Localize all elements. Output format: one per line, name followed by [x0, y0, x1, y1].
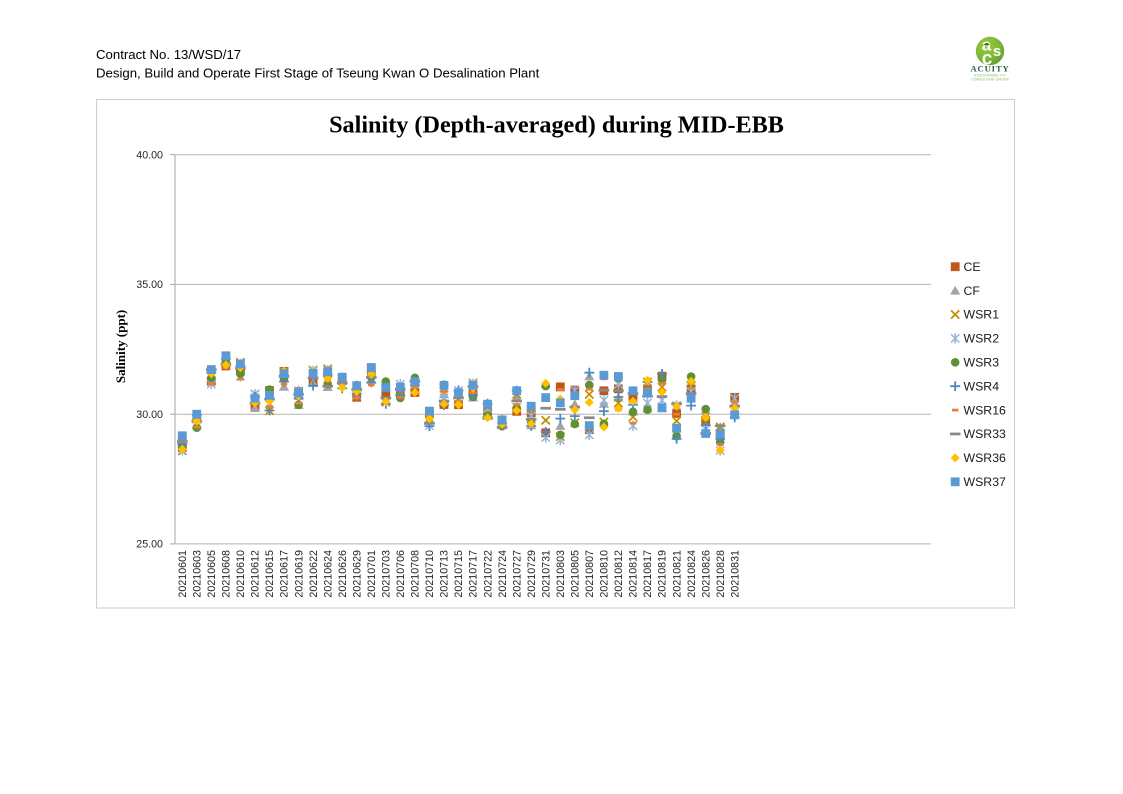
- svg-text:WSR1: WSR1: [964, 308, 1000, 322]
- svg-text:20210701: 20210701: [366, 550, 378, 598]
- svg-text:WSR36: WSR36: [964, 451, 1007, 465]
- svg-text:c: c: [982, 49, 993, 70]
- svg-text:20210703: 20210703: [381, 550, 393, 598]
- svg-text:s: s: [993, 43, 1001, 60]
- svg-text:20210814: 20210814: [628, 550, 640, 598]
- svg-text:20210617: 20210617: [279, 550, 291, 598]
- svg-text:20210603: 20210603: [192, 550, 204, 598]
- svg-text:20210821: 20210821: [671, 550, 683, 598]
- svg-text:35.00: 35.00: [136, 279, 163, 291]
- svg-text:20210629: 20210629: [351, 550, 363, 598]
- svg-text:20210615: 20210615: [264, 550, 276, 598]
- svg-text:20210608: 20210608: [221, 550, 233, 598]
- svg-text:20210622: 20210622: [308, 550, 320, 598]
- svg-text:CONSULTING GROUP: CONSULTING GROUP: [971, 77, 1009, 81]
- svg-text:20210805: 20210805: [570, 550, 582, 598]
- svg-text:20210729: 20210729: [526, 550, 538, 598]
- svg-text:Salinity (Depth-averaged) duri: Salinity (Depth-averaged) during MID-EBB: [329, 112, 784, 139]
- svg-text:20210706: 20210706: [395, 550, 407, 598]
- svg-text:20210731: 20210731: [540, 550, 552, 598]
- svg-text:20210713: 20210713: [439, 550, 451, 598]
- svg-text:20210605: 20210605: [206, 550, 218, 598]
- svg-text:20210722: 20210722: [482, 550, 494, 598]
- svg-text:20210826: 20210826: [700, 550, 712, 598]
- svg-text:20210727: 20210727: [511, 550, 523, 598]
- svg-text:20210724: 20210724: [497, 550, 509, 598]
- svg-text:WSR37: WSR37: [964, 475, 1007, 489]
- svg-text:WSR4: WSR4: [964, 379, 1000, 393]
- svg-text:20210619: 20210619: [293, 550, 305, 598]
- svg-text:20210819: 20210819: [657, 550, 669, 598]
- svg-text:20210817: 20210817: [642, 550, 654, 598]
- svg-text:WSR16: WSR16: [964, 403, 1007, 417]
- svg-text:20210717: 20210717: [468, 550, 480, 598]
- svg-text:20210624: 20210624: [322, 550, 334, 598]
- svg-text:ACUITY: ACUITY: [970, 64, 1009, 74]
- svg-text:20210803: 20210803: [555, 550, 567, 598]
- svg-text:Contract No. 13/WSD/17: Contract No. 13/WSD/17: [96, 47, 241, 62]
- svg-text:Design, Build and Operate Firs: Design, Build and Operate First Stage of…: [96, 66, 540, 81]
- svg-text:Salinity (ppt): Salinity (ppt): [113, 310, 128, 383]
- svg-text:CE: CE: [964, 260, 981, 274]
- svg-text:20210715: 20210715: [453, 550, 465, 598]
- svg-text:20210828: 20210828: [715, 550, 727, 598]
- svg-text:20210812: 20210812: [613, 550, 625, 598]
- svg-text:20210710: 20210710: [424, 550, 436, 598]
- svg-text:20210810: 20210810: [599, 550, 611, 598]
- svg-text:20210626: 20210626: [337, 550, 349, 598]
- svg-text:20210601: 20210601: [177, 550, 189, 598]
- svg-text:20210612: 20210612: [250, 550, 262, 598]
- svg-text:20210807: 20210807: [584, 550, 596, 598]
- svg-text:20210831: 20210831: [729, 550, 741, 598]
- svg-text:30.00: 30.00: [136, 409, 163, 421]
- svg-text:20210610: 20210610: [235, 550, 247, 598]
- svg-text:WSR2: WSR2: [964, 332, 1000, 346]
- svg-text:25.00: 25.00: [136, 539, 163, 551]
- svg-text:40.00: 40.00: [136, 149, 163, 161]
- svg-text:20210708: 20210708: [410, 550, 422, 598]
- svg-text:CF: CF: [964, 284, 981, 298]
- svg-text:WSR3: WSR3: [964, 356, 1000, 370]
- svg-text:20210824: 20210824: [686, 550, 698, 598]
- svg-text:SUSTAINABILITY: SUSTAINABILITY: [974, 74, 1006, 78]
- svg-text:WSR33: WSR33: [964, 427, 1007, 441]
